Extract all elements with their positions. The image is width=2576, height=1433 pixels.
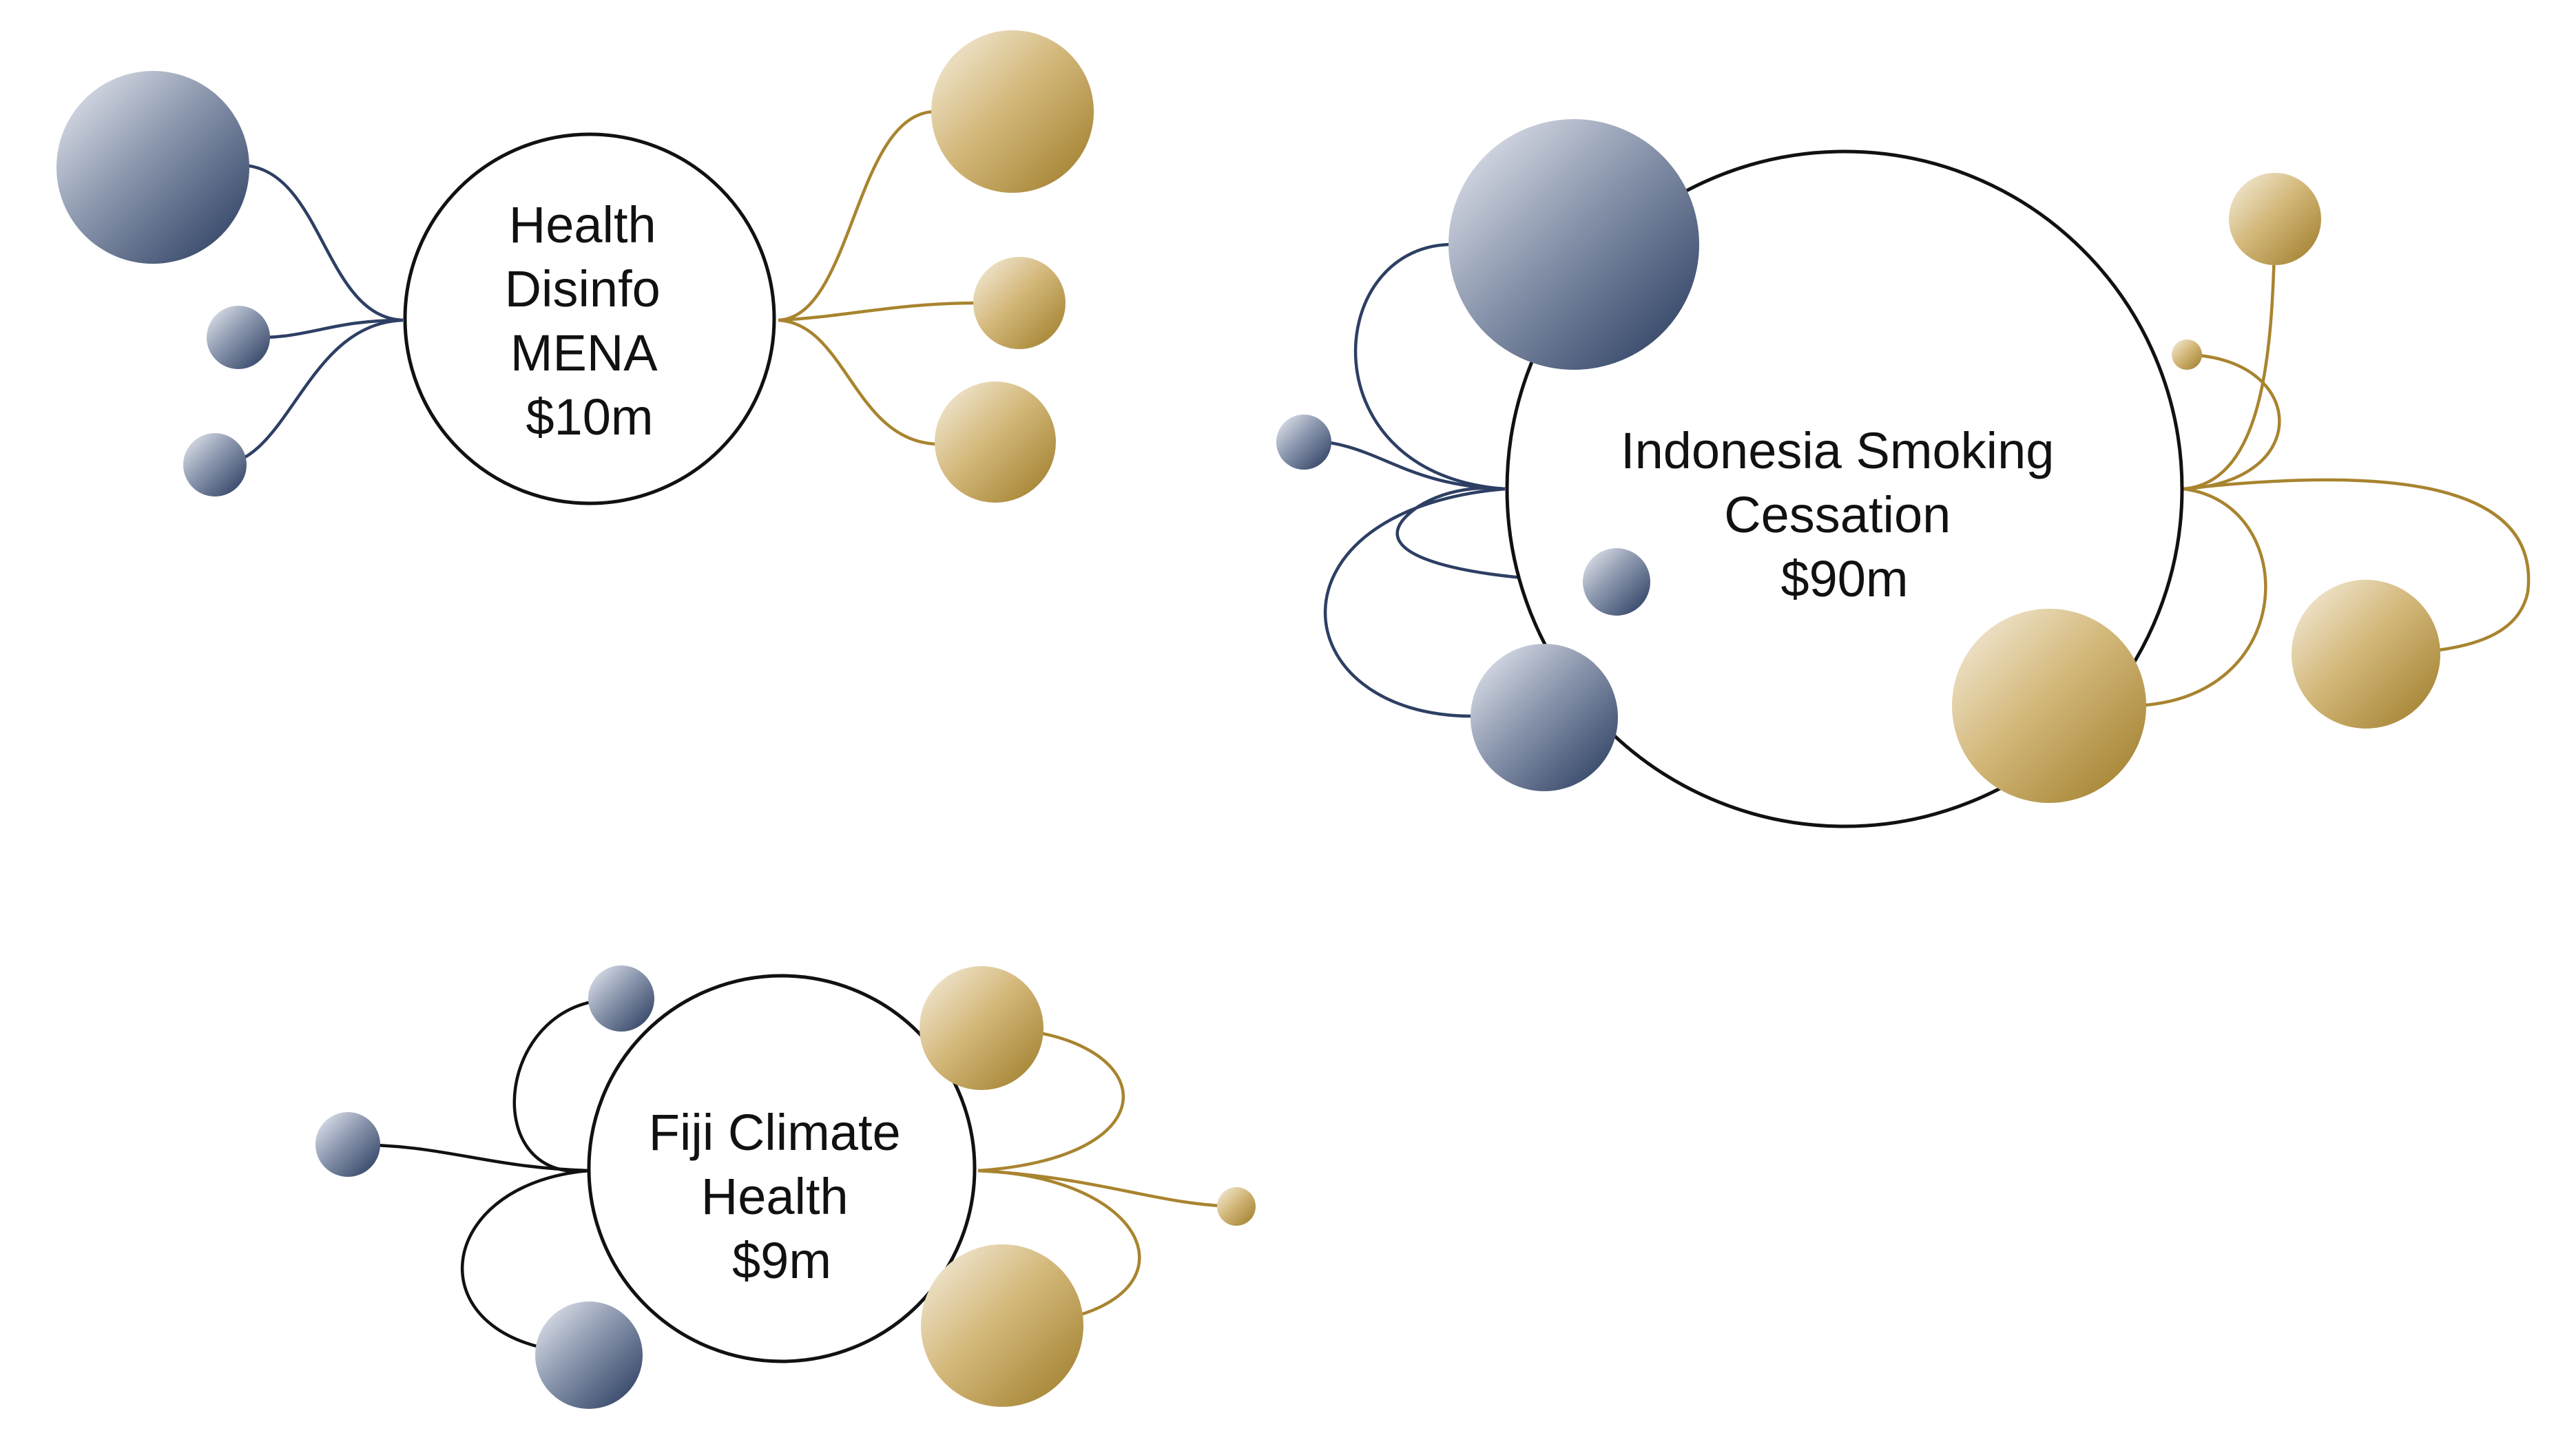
link-left	[512, 998, 622, 1173]
satellite-navy	[56, 71, 249, 264]
satellite-navy	[207, 306, 270, 369]
link-left	[347, 1142, 590, 1173]
project-fiji-climate-health: Fiji Climate Health $9m	[315, 965, 1256, 1409]
satellite-gold	[931, 30, 1094, 193]
hub-label-line: Health	[509, 196, 656, 253]
hub-circle	[403, 132, 776, 505]
hub-label-line: Disinfo	[505, 260, 661, 317]
hub-label-line: Health	[701, 1168, 849, 1225]
link-right	[778, 301, 979, 322]
link-right	[2131, 487, 2267, 708]
svg-text:Health Disinfo MEN: Health Disinfo MENA $10m	[505, 196, 675, 446]
link-right	[778, 318, 941, 446]
hub-label-line: Indonesia Smoking	[1621, 422, 2054, 479]
satellite-navy	[1583, 548, 1650, 616]
satellite-gold	[2229, 173, 2321, 265]
satellite-gold	[935, 381, 1056, 503]
satellite-navy	[183, 433, 247, 496]
satellite-gold	[2292, 580, 2440, 729]
hub-label-line: Fiji Climate	[649, 1104, 901, 1161]
link-right	[2183, 353, 2281, 491]
satellite-navy	[1448, 119, 1699, 370]
satellite-gold	[920, 966, 1043, 1090]
link-right	[2183, 478, 2531, 656]
hub-amount: $90m	[1780, 550, 1908, 607]
link-right	[977, 1169, 1237, 1209]
hub-amount: $10m	[526, 388, 653, 446]
link-left	[244, 163, 404, 322]
link-left	[1353, 242, 1506, 491]
link-left	[1303, 439, 1506, 491]
link-left	[1323, 487, 1506, 718]
satellite-navy	[1276, 415, 1331, 470]
satellite-navy	[315, 1112, 380, 1177]
project-indonesia-smoking-cessation: Indonesia Smoking Cessation $90m	[1276, 119, 2531, 828]
satellite-gold	[1952, 609, 2146, 803]
svg-text:Indonesia Smoking Cessat: Indonesia Smoking Cessation $90m	[1621, 422, 2068, 607]
satellite-navy	[588, 965, 654, 1032]
satellite-gold	[1217, 1187, 1256, 1226]
project-health-disinfo-mena: Health Disinfo MENA $10m	[56, 30, 1094, 505]
hub-amount: $9m	[732, 1232, 831, 1289]
link-right	[2183, 218, 2277, 491]
hub-label-line: MENA	[510, 324, 658, 381]
hub-label-line: Cessation	[1724, 486, 1951, 543]
satellite-gold	[2172, 339, 2202, 370]
satellite-gold	[973, 257, 1066, 349]
svg-text:Fiji Climate Health: Fiji Climate Health $9m	[649, 1104, 915, 1289]
hub-circle	[587, 974, 977, 1363]
satellite-gold	[921, 1244, 1083, 1407]
link-left	[461, 1169, 590, 1355]
satellite-navy	[1471, 644, 1618, 791]
link-right	[778, 109, 937, 322]
satellite-navy	[535, 1301, 643, 1409]
link-right	[977, 1026, 1125, 1173]
